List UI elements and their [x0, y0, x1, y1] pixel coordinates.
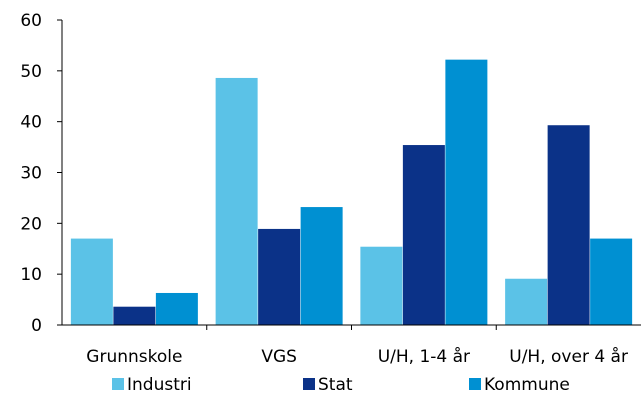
- bar-kommune: [155, 292, 198, 325]
- bar-stat: [258, 228, 301, 325]
- legend-swatch-industri: [112, 378, 124, 390]
- category-label: Grunnskole: [86, 347, 182, 367]
- legend: Industri Stat Kommune: [112, 375, 570, 395]
- bar-stat: [402, 145, 445, 325]
- bar-stat: [547, 125, 590, 325]
- bar-industri: [215, 77, 258, 325]
- legend-swatch-stat: [303, 378, 315, 390]
- category-label: VGS: [261, 347, 297, 367]
- legend-label-industri: Industri: [127, 375, 192, 395]
- legend-label-kommune: Kommune: [484, 375, 570, 395]
- bar-industri: [360, 246, 403, 325]
- y-tick-label: 40: [20, 113, 42, 133]
- y-tick-label: 60: [20, 11, 42, 31]
- y-tick-label: 20: [20, 214, 42, 234]
- bar-kommune: [445, 59, 488, 326]
- bar-stat: [113, 306, 156, 325]
- y-tick-label: 30: [20, 164, 42, 184]
- x-axis-ticks: Grunnskole VGS U/H, 1-4 år U/H, over 4 år: [86, 325, 628, 367]
- y-tick-label: 10: [20, 265, 42, 285]
- y-axis-ticks: 0 10 20 30 40 50 60: [20, 11, 62, 336]
- bar-industri: [505, 278, 548, 325]
- y-tick-label: 50: [20, 62, 42, 82]
- bars: [70, 59, 633, 326]
- legend-swatch-kommune: [469, 378, 481, 390]
- y-tick-label: 0: [31, 316, 42, 336]
- legend-label-stat: Stat: [318, 375, 353, 395]
- bar-industri: [70, 238, 113, 325]
- category-label: U/H, 1-4 år: [378, 346, 470, 367]
- bar-kommune: [300, 207, 343, 325]
- bar-kommune: [590, 238, 633, 325]
- category-label: U/H, over 4 år: [509, 346, 628, 367]
